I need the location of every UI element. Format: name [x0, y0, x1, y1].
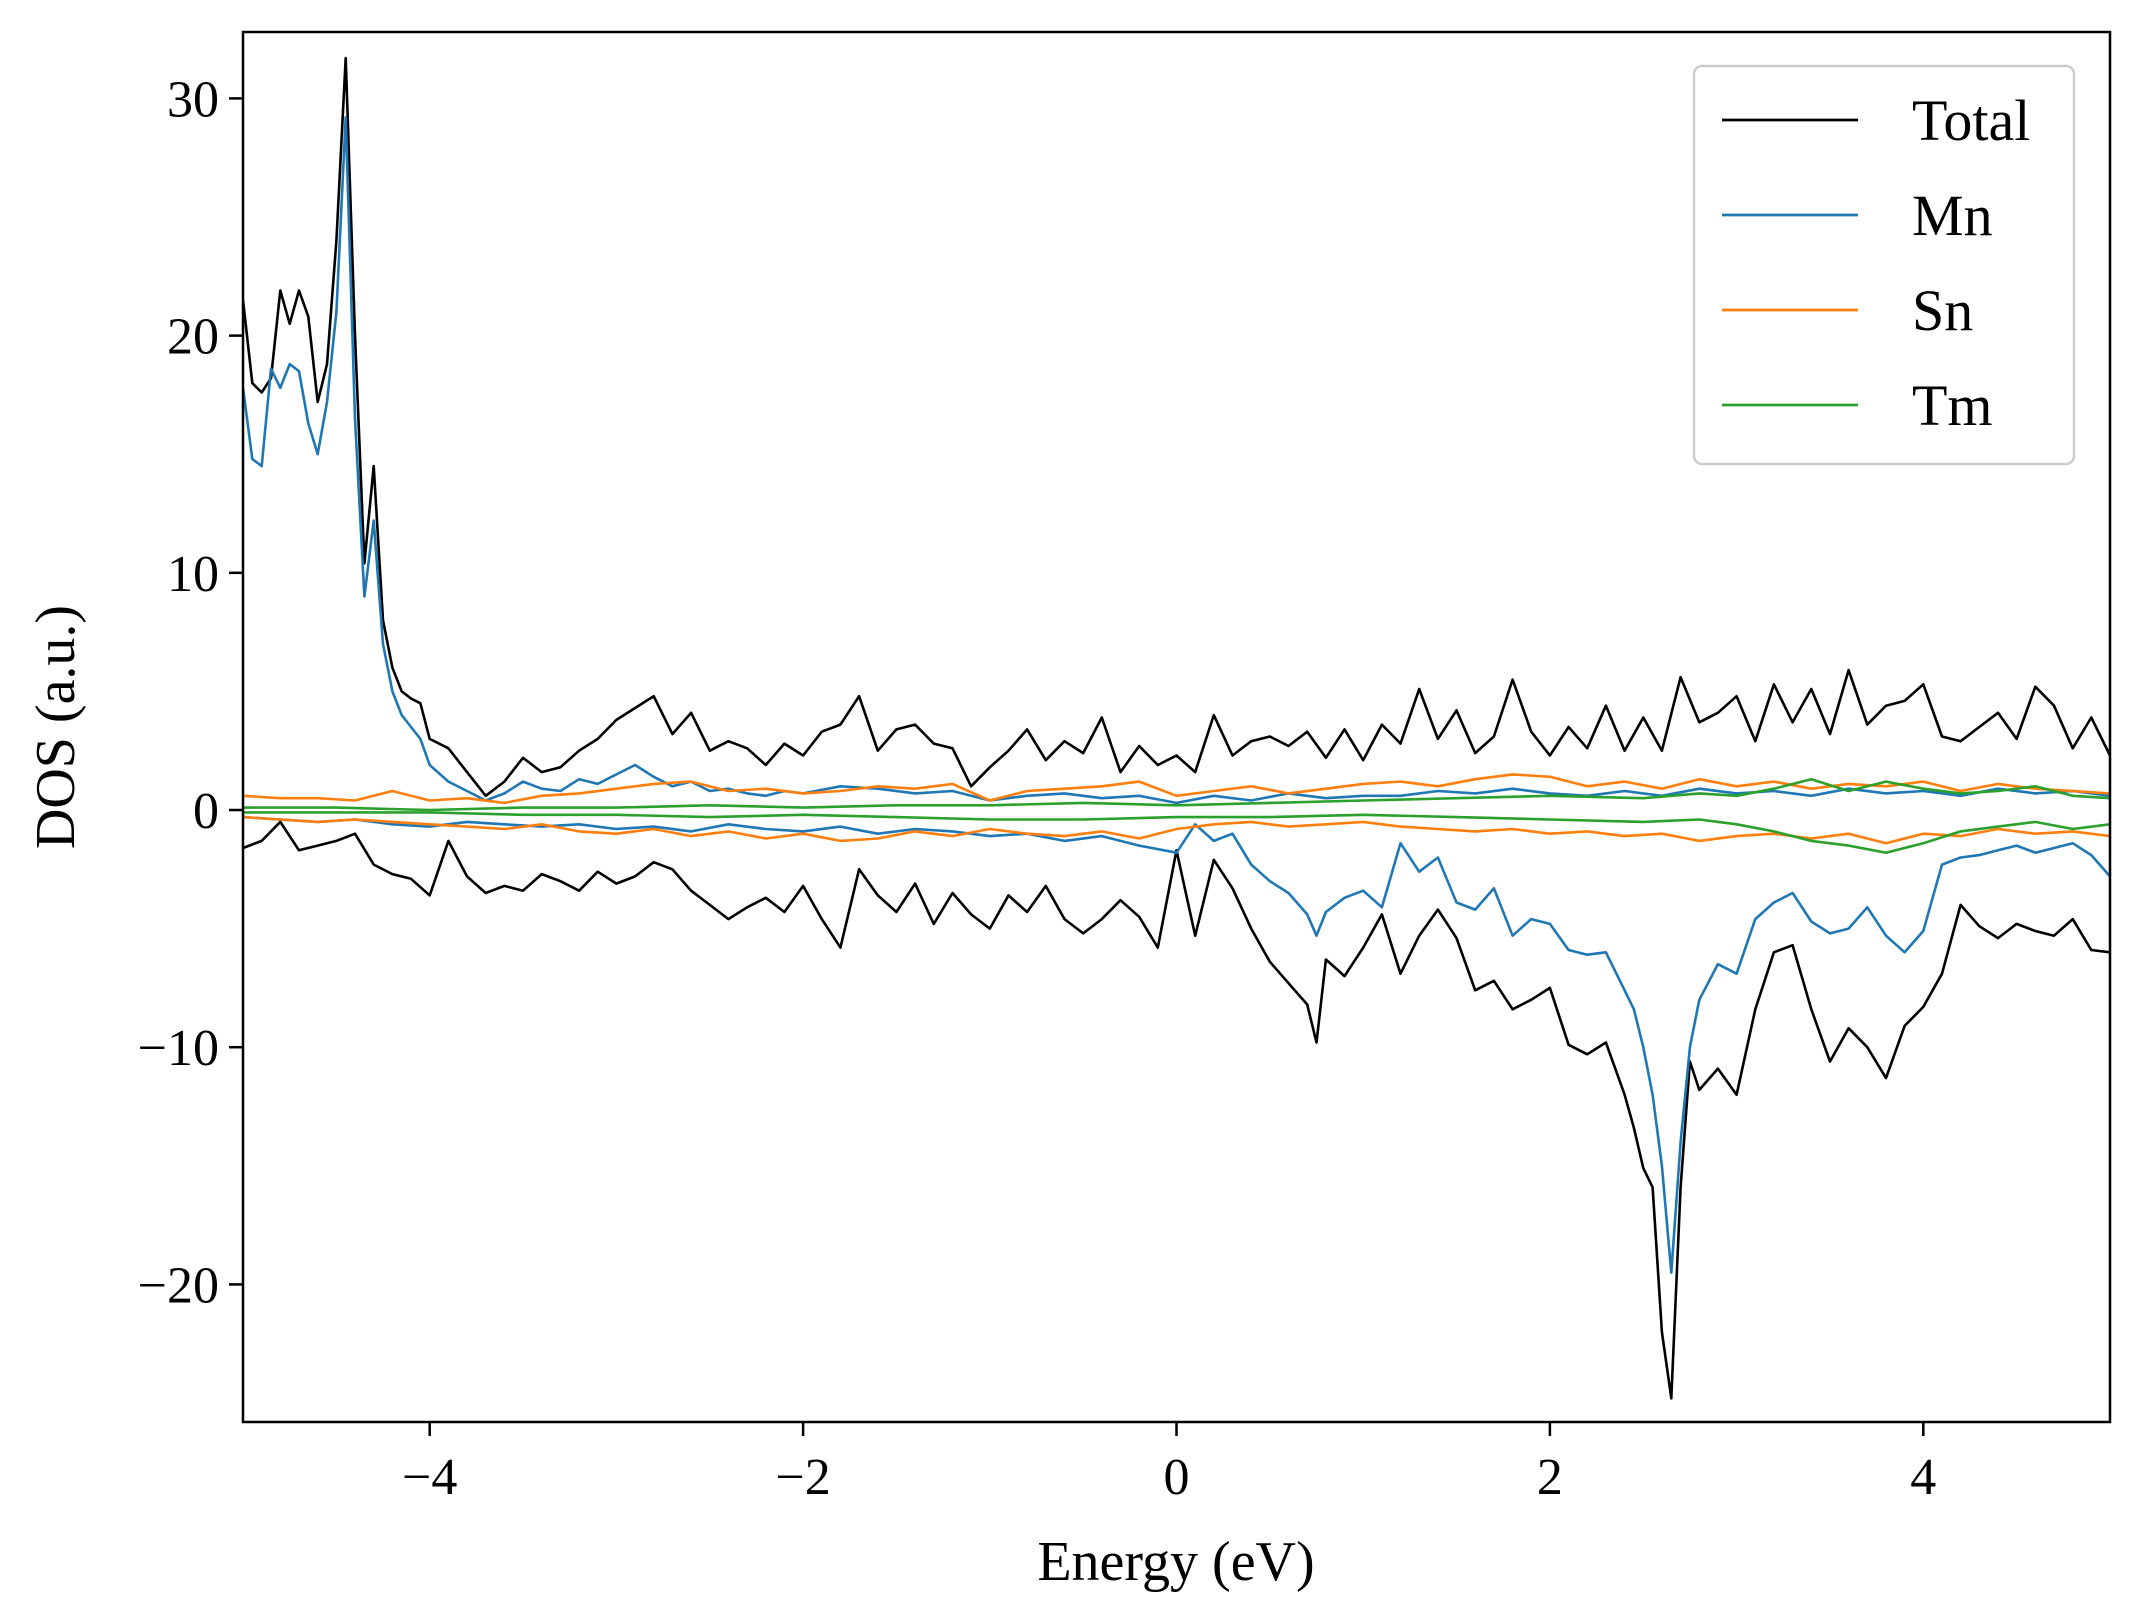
legend-label-total: Total [1912, 88, 2030, 153]
x-axis-label: Energy (eV) [1037, 1531, 1314, 1593]
y-axis-ticks: −20 −10 0 10 20 30 [138, 71, 243, 1314]
legend-label-sn: Sn [1912, 278, 1973, 343]
y-axis-label: DOS (a.u.) [25, 605, 87, 849]
x-axis-ticks: −4 −2 0 2 4 [402, 1422, 1936, 1506]
series-line-mn-down [243, 815, 2110, 1274]
y-tick-label: −10 [138, 1020, 219, 1077]
y-tick-label: 20 [167, 309, 219, 366]
x-tick-label: −4 [402, 1449, 457, 1506]
x-tick-label: 0 [1164, 1449, 1190, 1506]
legend-label-mn: Mn [1912, 183, 1993, 248]
legend-frame [1692, 64, 2076, 466]
x-tick-label: 2 [1537, 1449, 1563, 1506]
series-line-total-down [243, 820, 2110, 1400]
x-tick-label: −2 [775, 1449, 830, 1506]
y-tick-label: 0 [193, 783, 219, 840]
series-layer [243, 56, 2110, 1400]
x-tick-label: 4 [1910, 1449, 1936, 1506]
legend-label-tm: Tm [1912, 373, 1993, 438]
y-tick-label: 30 [167, 71, 219, 128]
series-line-total-up [243, 56, 2110, 798]
y-tick-label: 10 [167, 546, 219, 603]
series-line-tm-up [243, 777, 2110, 812]
series-line-sn-up [243, 773, 2110, 805]
series-line-tm-down [243, 811, 2110, 855]
legend: Total Mn Sn Tm [1692, 64, 2076, 466]
y-tick-label: −20 [138, 1257, 219, 1314]
series-line-mn-up [243, 116, 2110, 805]
